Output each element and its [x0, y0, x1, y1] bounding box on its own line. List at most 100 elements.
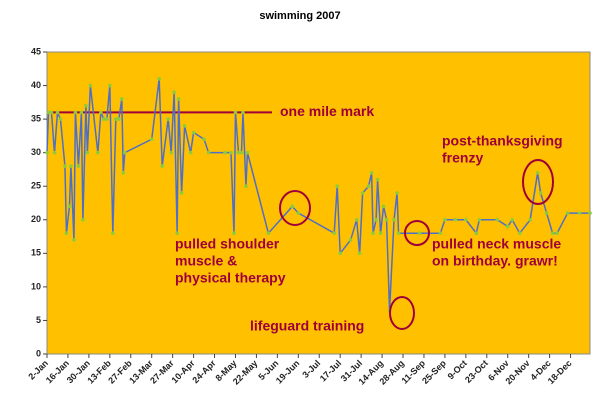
- point: [395, 191, 399, 195]
- point: [588, 211, 592, 215]
- point: [76, 164, 81, 168]
- point: [438, 231, 443, 235]
- point: [223, 150, 227, 155]
- y-tick-label: 0: [36, 348, 41, 358]
- point: [550, 231, 555, 235]
- point: [96, 150, 100, 155]
- point: [378, 231, 383, 235]
- point: [46, 110, 51, 115]
- point: [67, 204, 72, 209]
- point: [85, 150, 90, 155]
- annotation: on birthday. grawr!: [432, 253, 558, 269]
- annotation: physical therapy: [175, 270, 286, 286]
- point: [169, 150, 173, 155]
- point: [348, 238, 353, 242]
- point: [172, 90, 176, 95]
- point: [477, 217, 482, 222]
- point: [371, 231, 375, 235]
- point: [69, 164, 73, 168]
- point: [119, 97, 124, 101]
- point: [202, 137, 206, 142]
- point: [360, 191, 365, 195]
- point: [122, 150, 127, 155]
- point: [565, 211, 570, 215]
- point: [206, 150, 211, 155]
- point: [357, 251, 362, 256]
- point: [464, 217, 468, 222]
- point: [121, 171, 126, 175]
- annotation: muscle &: [175, 253, 237, 269]
- point: [157, 77, 161, 81]
- point: [149, 137, 154, 142]
- point: [45, 150, 49, 155]
- annotation-circle: [279, 190, 311, 226]
- point: [179, 191, 184, 195]
- point: [175, 231, 179, 235]
- y-tick-label: 10: [31, 281, 41, 291]
- point: [241, 110, 245, 115]
- y-tick-label: 30: [31, 147, 41, 157]
- y-tick-label: 35: [31, 113, 41, 123]
- y-tick-label: 45: [31, 46, 41, 56]
- point: [84, 103, 88, 108]
- series-line: [46, 78, 590, 311]
- y-tick-label: 20: [31, 214, 41, 224]
- point: [108, 83, 112, 88]
- point: [517, 231, 522, 235]
- point: [73, 110, 78, 115]
- annotation: frenzy: [442, 150, 483, 166]
- point: [384, 217, 389, 222]
- point: [535, 171, 540, 175]
- point: [381, 204, 386, 209]
- point: [52, 150, 57, 155]
- point: [335, 184, 339, 189]
- y-tick-label: 5: [36, 315, 41, 325]
- point: [111, 231, 115, 235]
- point: [55, 110, 60, 115]
- reference-label: one mile mark: [280, 103, 374, 119]
- point: [191, 130, 196, 135]
- point: [79, 110, 84, 115]
- annotation: lifeguard training: [250, 318, 364, 334]
- annotation: pulled shoulder: [175, 236, 280, 252]
- point: [375, 177, 380, 182]
- point: [417, 231, 422, 235]
- point: [369, 171, 374, 175]
- point: [166, 117, 170, 121]
- point: [510, 217, 515, 222]
- y-tick-label: 25: [31, 181, 41, 191]
- point: [332, 231, 337, 235]
- point: [366, 184, 371, 189]
- annotation: post-thanksgiving: [442, 133, 563, 149]
- point: [266, 231, 271, 235]
- point: [64, 231, 69, 235]
- point: [102, 117, 106, 121]
- point: [495, 217, 500, 222]
- point: [443, 217, 447, 222]
- point: [58, 117, 63, 121]
- point: [577, 211, 582, 215]
- point: [392, 217, 396, 222]
- point: [160, 164, 164, 168]
- chart-title: swimming 2007: [259, 10, 340, 22]
- point: [182, 124, 187, 128]
- annotation-circle: [404, 220, 430, 246]
- annotation-circle: [389, 296, 415, 330]
- point: [528, 217, 532, 222]
- y-tick-label: 15: [31, 248, 41, 258]
- point: [453, 217, 458, 222]
- point: [188, 150, 193, 155]
- point: [229, 150, 233, 155]
- point: [555, 231, 559, 235]
- annotation: pulled neck muscle: [432, 236, 561, 252]
- point: [244, 184, 248, 189]
- annotation-circle: [522, 159, 554, 205]
- y-tick-label: 40: [31, 80, 41, 90]
- point: [396, 231, 401, 235]
- point: [236, 150, 241, 155]
- point: [232, 231, 236, 235]
- point: [538, 191, 543, 195]
- plot-area: [46, 51, 591, 355]
- point: [245, 150, 250, 155]
- point: [81, 217, 85, 222]
